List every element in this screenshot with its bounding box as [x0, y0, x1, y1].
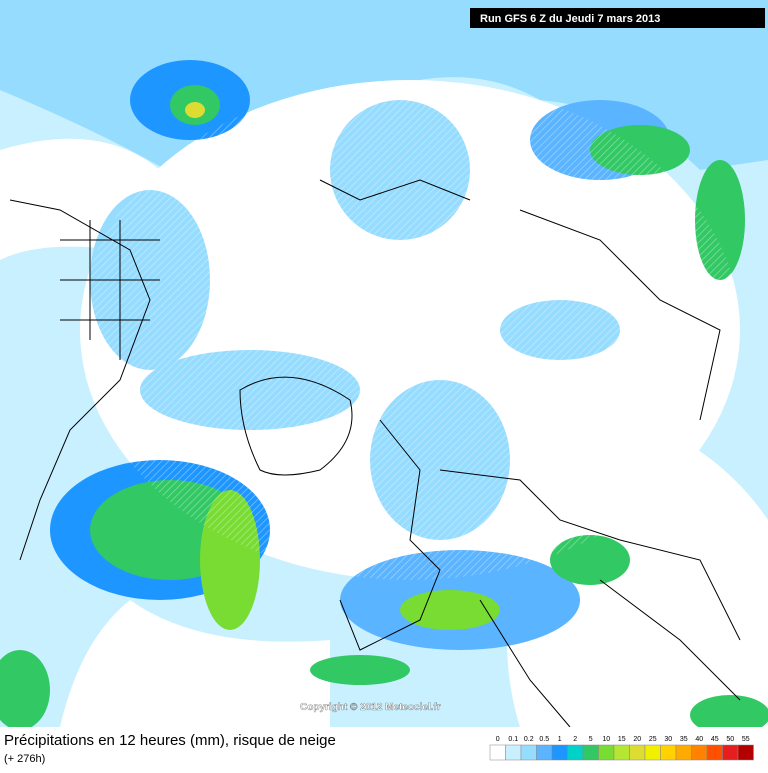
legend-label: 0 [496, 736, 500, 743]
legend-swatch [722, 744, 739, 761]
run-box [470, 8, 765, 28]
legend-label: 40 [695, 736, 703, 743]
legend-label: 1 [558, 736, 562, 743]
copyright: Copyright © 2012 Meteociel.fr [300, 702, 441, 713]
valid-time: 19:00 locale [18, 34, 137, 57]
legend-label: 10 [602, 736, 610, 743]
legend-label: 55 [742, 736, 750, 743]
legend-label: 35 [680, 736, 688, 743]
legend-swatch [613, 744, 630, 761]
legend-swatch [675, 744, 692, 761]
legend-label: 20 [633, 736, 641, 743]
legend-label: 2 [573, 736, 577, 743]
precip-field [0, 0, 768, 735]
legend-swatch [598, 744, 615, 761]
legend-label: 5 [589, 736, 593, 743]
legend-swatch [520, 744, 537, 761]
legend-label: 0.2 [524, 736, 534, 743]
legend-label: 15 [618, 736, 626, 743]
legend-label: 45 [711, 736, 719, 743]
legend-swatch [505, 744, 522, 761]
legend-swatch [551, 744, 568, 761]
legend-swatch [536, 744, 553, 761]
footer-lead: (+ 276h) [4, 753, 45, 765]
legend-swatch [691, 744, 708, 761]
legend-label: 0.1 [508, 736, 518, 743]
legend-label: 50 [726, 736, 734, 743]
legend-label: 30 [664, 736, 672, 743]
valid-date: Lundi 18 mars 2013 [18, 14, 157, 31]
legend-swatch [567, 744, 584, 761]
legend-swatch [737, 744, 754, 761]
legend-label: 25 [649, 736, 657, 743]
legend-swatch [489, 744, 506, 761]
legend-swatch [582, 744, 599, 761]
coastlines [9, 179, 741, 728]
legend-swatch [660, 744, 677, 761]
legend-swatch [706, 744, 723, 761]
legend-swatch [629, 744, 646, 761]
legend-label: 0.5 [539, 736, 549, 743]
legend: 0 0.1 0.2 0.5 1 2 5 10 15 20 25 30 35 40 45 50 55 [489, 736, 754, 761]
legend-swatch [644, 744, 661, 761]
footer-title: Précipitations en 12 heures (mm), risque… [4, 732, 336, 749]
run-info: Run GFS 6 Z du Jeudi 7 mars 2013 [480, 13, 660, 25]
